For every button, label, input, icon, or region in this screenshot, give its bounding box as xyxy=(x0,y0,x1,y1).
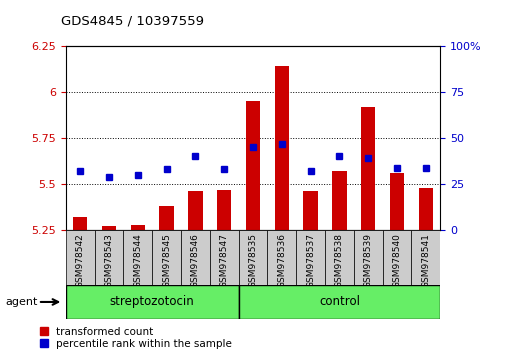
Text: GSM978540: GSM978540 xyxy=(392,233,401,288)
Bar xyxy=(66,230,94,285)
Bar xyxy=(389,173,403,230)
Bar xyxy=(360,107,375,230)
Bar xyxy=(418,188,432,230)
Text: GSM978546: GSM978546 xyxy=(190,233,199,288)
Bar xyxy=(210,230,238,285)
Bar xyxy=(181,230,210,285)
Bar xyxy=(324,230,353,285)
Bar xyxy=(94,230,123,285)
Bar xyxy=(238,230,267,285)
Bar xyxy=(152,230,181,285)
Bar xyxy=(123,230,152,285)
Text: GSM978536: GSM978536 xyxy=(277,233,286,288)
Text: GSM978545: GSM978545 xyxy=(162,233,171,288)
Bar xyxy=(274,66,288,230)
Bar xyxy=(102,227,116,230)
Bar xyxy=(353,230,382,285)
Bar xyxy=(188,192,202,230)
Bar xyxy=(411,230,439,285)
Bar xyxy=(295,230,324,285)
Bar xyxy=(130,224,145,230)
Bar xyxy=(73,217,87,230)
Bar xyxy=(217,190,231,230)
Bar xyxy=(332,171,346,230)
Bar xyxy=(267,230,295,285)
Text: control: control xyxy=(318,295,359,308)
Text: GSM978547: GSM978547 xyxy=(219,233,228,288)
Text: GSM978544: GSM978544 xyxy=(133,233,142,287)
Bar xyxy=(66,285,238,319)
Text: agent: agent xyxy=(5,297,37,307)
Bar xyxy=(159,206,173,230)
Legend: transformed count, percentile rank within the sample: transformed count, percentile rank withi… xyxy=(39,327,232,349)
Text: GSM978539: GSM978539 xyxy=(363,233,372,288)
Text: GSM978542: GSM978542 xyxy=(76,233,84,287)
Bar xyxy=(245,101,260,230)
Text: GSM978537: GSM978537 xyxy=(306,233,315,288)
Text: GDS4845 / 10397559: GDS4845 / 10397559 xyxy=(61,14,204,27)
Text: GSM978538: GSM978538 xyxy=(334,233,343,288)
Text: GSM978541: GSM978541 xyxy=(421,233,429,288)
Text: streptozotocin: streptozotocin xyxy=(110,295,194,308)
Bar xyxy=(382,230,411,285)
Text: GSM978543: GSM978543 xyxy=(104,233,113,288)
Bar xyxy=(303,192,317,230)
Bar xyxy=(238,285,439,319)
Text: GSM978535: GSM978535 xyxy=(248,233,257,288)
